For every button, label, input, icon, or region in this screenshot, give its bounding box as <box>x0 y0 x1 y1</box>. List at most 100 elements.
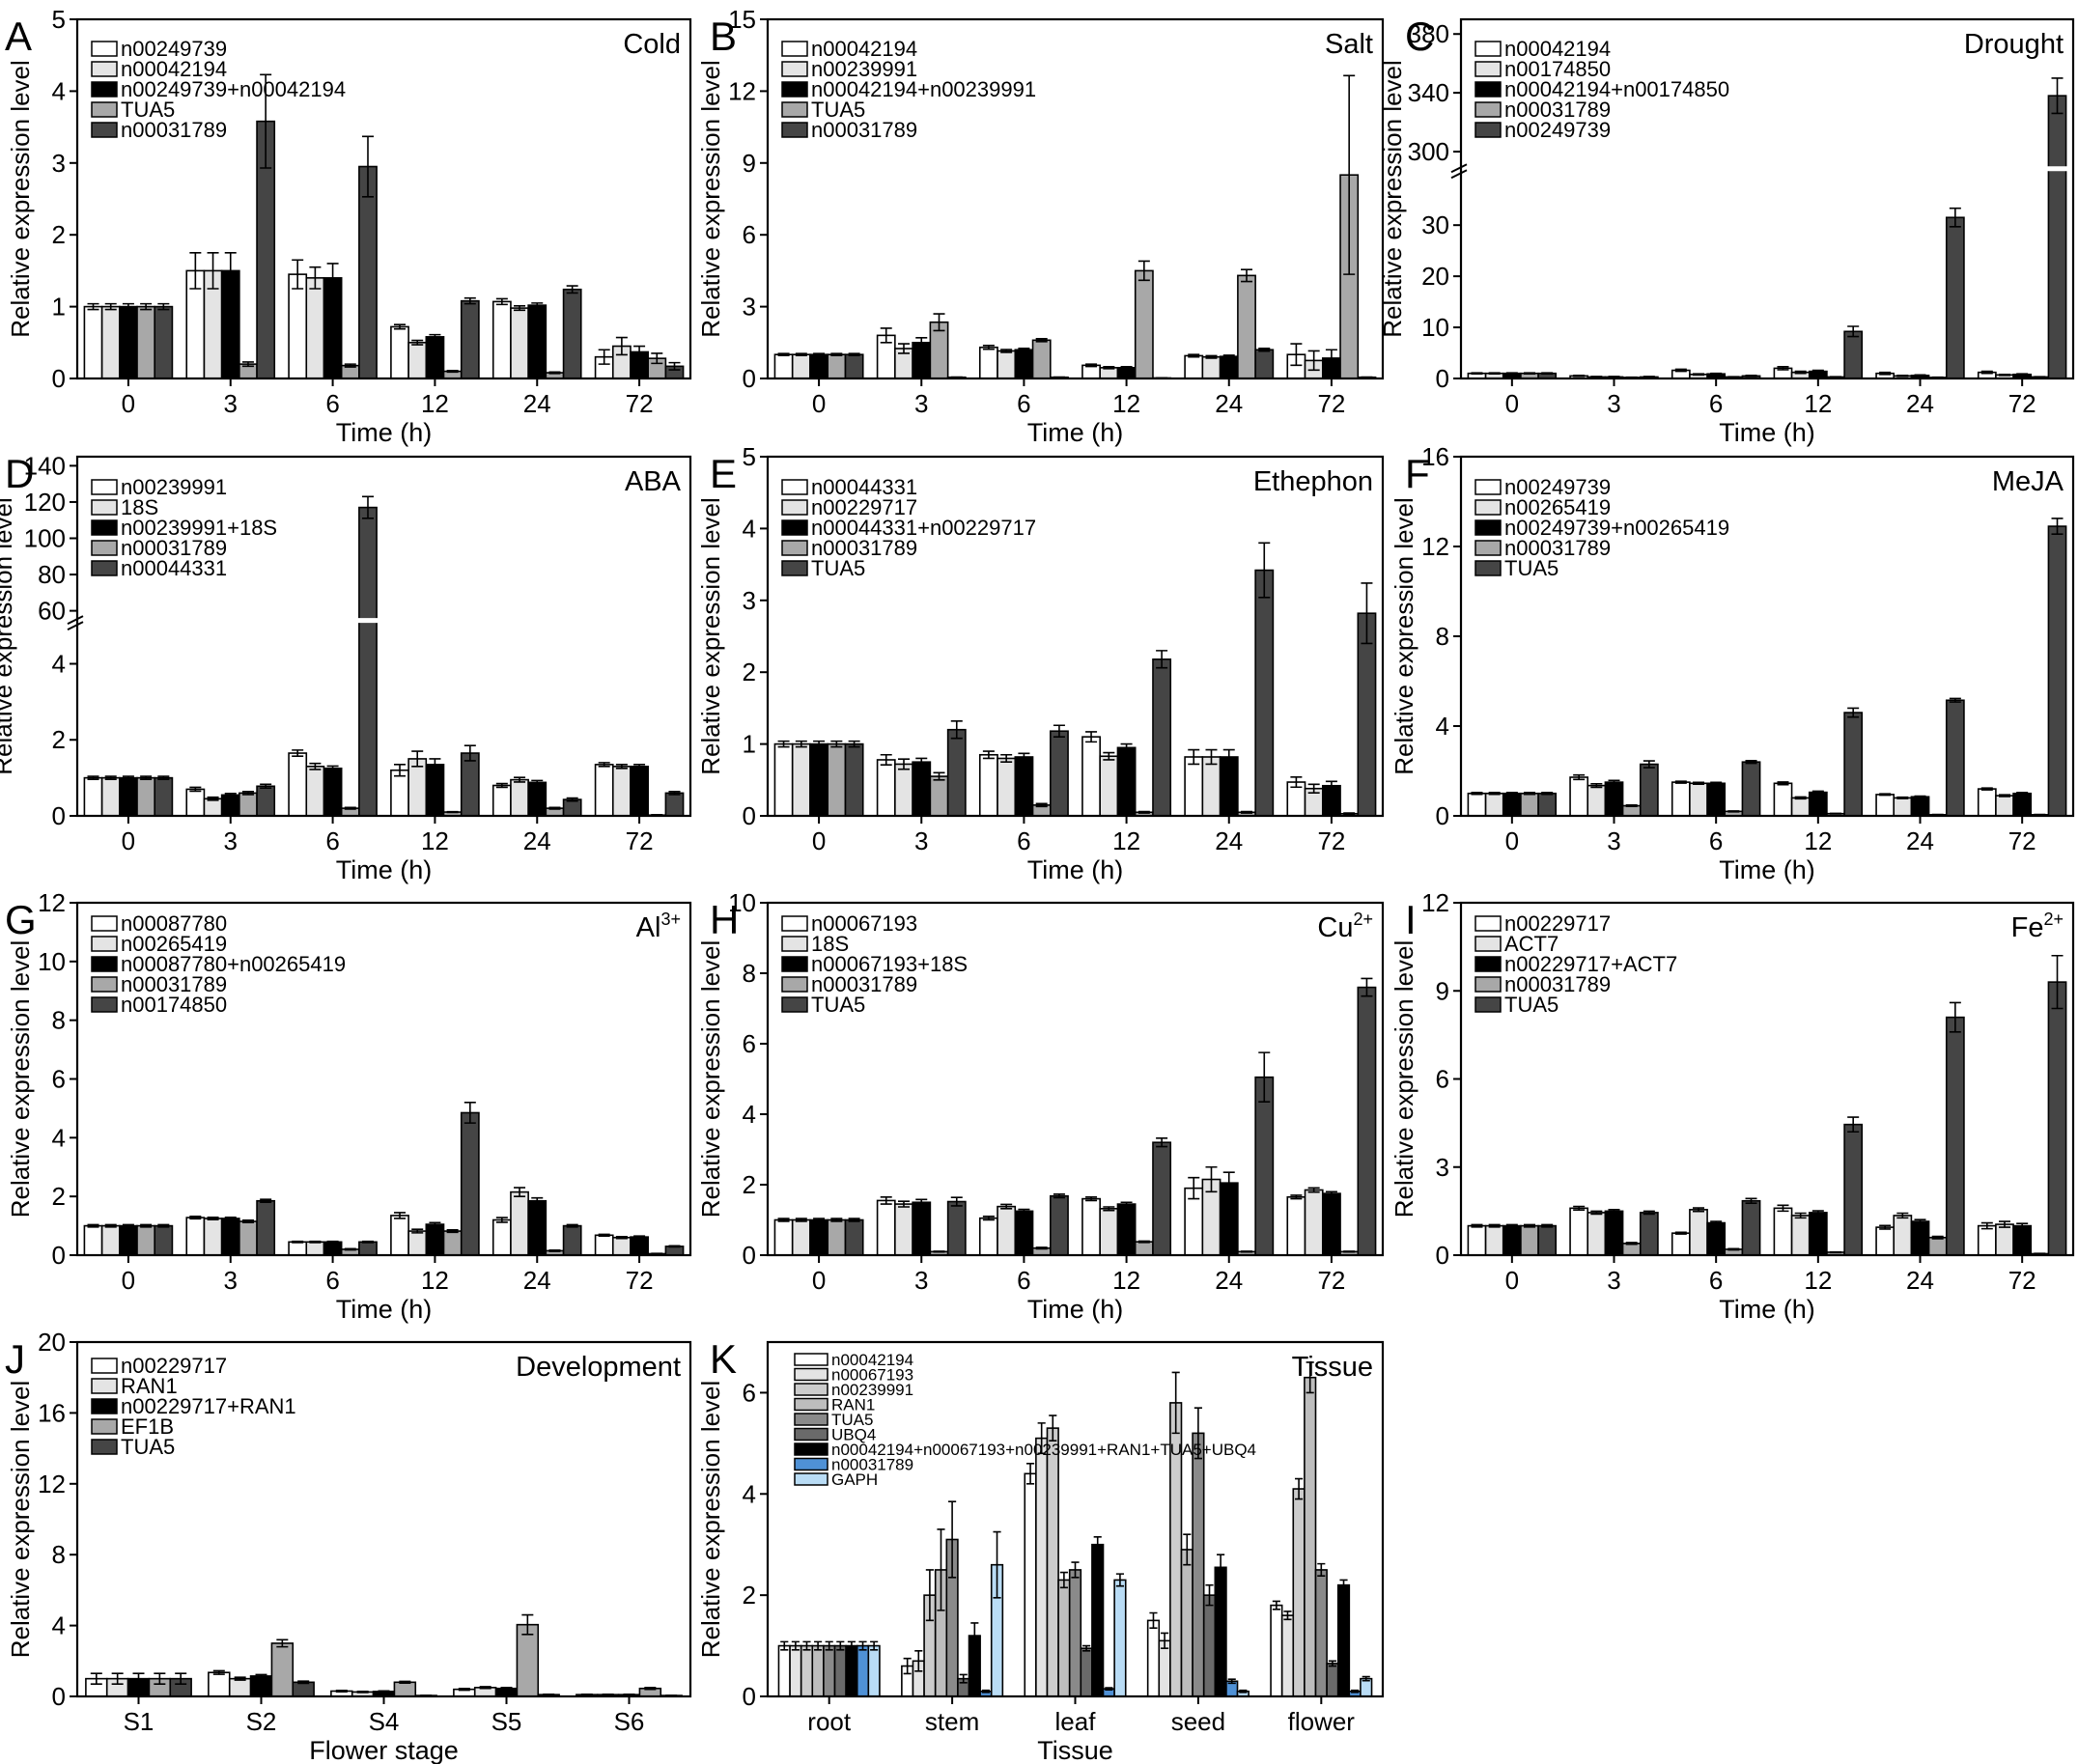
bar-g-n00087780-3 <box>185 1217 206 1256</box>
axis-break-band <box>78 618 689 624</box>
bar-a-n00249739-12 <box>390 325 409 379</box>
y-tick-label-16: 16 <box>38 1398 66 1427</box>
error-bar-d-0 <box>104 775 117 780</box>
error-bar-g-12 <box>411 1228 424 1234</box>
error-bar-c-12 <box>1777 366 1789 371</box>
y-tick-label-12: 12 <box>38 1470 66 1498</box>
legend-swatch <box>781 540 808 556</box>
panel-letter-f: F <box>1405 451 1430 496</box>
error-bar-a-3 <box>224 252 237 290</box>
bar-h-tua5-0 <box>844 1218 864 1256</box>
legend-label: n00229717 <box>811 495 917 519</box>
y-tick-label-30: 30 <box>1421 210 1449 239</box>
error-bar-b-72 <box>1325 349 1337 368</box>
y-tick-label-0: 0 <box>1436 801 1449 830</box>
bar-g-n00265419-3 <box>203 1218 223 1256</box>
bar-g-n00087780-n00265419-72 <box>630 1236 649 1256</box>
error-bar-d-0 <box>140 775 153 780</box>
error-bar-c-3 <box>1608 376 1620 378</box>
error-bar-d-72 <box>598 762 610 768</box>
legend-swatch <box>781 519 808 536</box>
bar-k-ran1-seed <box>1180 1549 1193 1697</box>
bar-a-n00249739-6 <box>288 273 308 379</box>
error-bar-j-S6 <box>644 1687 657 1691</box>
plot-frame <box>75 1340 692 1698</box>
bar-h-n00031789-12 <box>1134 1241 1154 1256</box>
legend-swatch <box>794 1413 828 1426</box>
error-bar-a-3 <box>189 252 202 290</box>
bar-e-n00031789-0 <box>827 742 847 817</box>
legend-swatch <box>1474 479 1502 495</box>
error-bar-f-6 <box>1692 781 1704 786</box>
panel-title: Al3+ <box>636 910 681 943</box>
error-bar-i-72 <box>2051 954 2064 1010</box>
error-bar-d-6 <box>326 765 339 771</box>
bar-a-n00042194-6 <box>305 277 325 379</box>
x-axis-label: Time (h) <box>1719 855 1815 884</box>
error-bar-b-6 <box>982 344 995 350</box>
x-tick-label-3: 3 <box>224 826 238 855</box>
legend-label: n00174850 <box>121 993 227 1017</box>
error-bar-b-6 <box>1000 349 1013 353</box>
error-bar-i-3 <box>1625 1242 1638 1246</box>
bar-k-ubq4-leaf <box>1080 1647 1093 1697</box>
y-tick-label-6: 6 <box>743 1378 756 1407</box>
error-bar-d-12 <box>429 758 441 771</box>
error-bar-h-0 <box>848 1218 860 1222</box>
x-tick-label-6: 6 <box>1709 1266 1723 1295</box>
y-tick-label-6: 6 <box>743 220 756 249</box>
error-bar-i-6 <box>1727 1247 1740 1251</box>
error-bar-b-24 <box>1188 353 1200 358</box>
x-tick-label-0: 0 <box>122 826 135 855</box>
error-bar-b-0 <box>813 352 826 356</box>
error-bar-g-3 <box>241 1219 254 1224</box>
x-tick-label-6: 6 <box>325 826 339 855</box>
bar-b-n00031789-24 <box>1254 349 1275 379</box>
error-bar-e-3 <box>897 758 910 770</box>
bar-b-n00042194-n00239991-6 <box>1014 349 1034 379</box>
bar-d-n00044331-72 <box>664 792 685 817</box>
error-bar-e-24 <box>1222 748 1235 766</box>
error-bar-k-leaf <box>1082 1644 1091 1652</box>
x-tick-label-12: 12 <box>421 389 449 418</box>
legend-swatch <box>781 479 808 495</box>
y-tick-label-8: 8 <box>52 1540 66 1569</box>
bar-d-n00239991-18s-12 <box>425 764 445 817</box>
legend-label: n00229717+ACT7 <box>1504 952 1677 976</box>
legend-label: n00031789 <box>121 536 227 560</box>
panel-title: MeJA <box>1992 466 2064 497</box>
error-bar-d-3 <box>241 790 254 796</box>
error-bar-c-3 <box>1590 376 1603 378</box>
bar-b-n00239991-6 <box>997 350 1017 379</box>
x-tick-label-24: 24 <box>1215 826 1243 855</box>
error-bar-k-flower <box>1362 1675 1370 1682</box>
bar-f-n00265419-6 <box>1689 782 1708 817</box>
error-bar-i-0 <box>1471 1223 1483 1228</box>
bar-a-n00249739-0 <box>83 305 103 379</box>
legend-swatch <box>1474 101 1502 118</box>
legend-label: n00239991 <box>121 475 227 499</box>
error-bar-a-72 <box>598 349 610 365</box>
error-bar-k-flower <box>1272 1600 1280 1610</box>
legend-label: n00044331 <box>121 556 227 580</box>
error-bar-c-0 <box>1541 372 1554 376</box>
error-bar-k-seed <box>1227 1678 1236 1685</box>
error-bar-b-24 <box>1222 354 1235 359</box>
error-bar-f-24 <box>1949 697 1961 703</box>
x-tick-label-6: 6 <box>325 1266 339 1295</box>
error-bar-i-72 <box>1998 1220 2010 1228</box>
legend-swatch <box>781 976 808 993</box>
bar-f-n00265419-12 <box>1790 797 1811 817</box>
error-bar-h-12 <box>1085 1195 1098 1202</box>
y-tick-label-20: 20 <box>1421 262 1449 291</box>
bar-g-n00087780-n00265419-3 <box>220 1218 240 1256</box>
error-bar-d-24 <box>514 776 526 783</box>
panel-letter-e: E <box>710 451 737 496</box>
error-bar-f-3 <box>1608 779 1620 785</box>
error-bar-d-0 <box>122 775 134 780</box>
plot-frame <box>1459 17 2075 380</box>
error-bar-h-3 <box>933 1250 945 1253</box>
error-bar-d-3 <box>189 786 202 793</box>
bar-b-tua5-0 <box>827 353 847 379</box>
